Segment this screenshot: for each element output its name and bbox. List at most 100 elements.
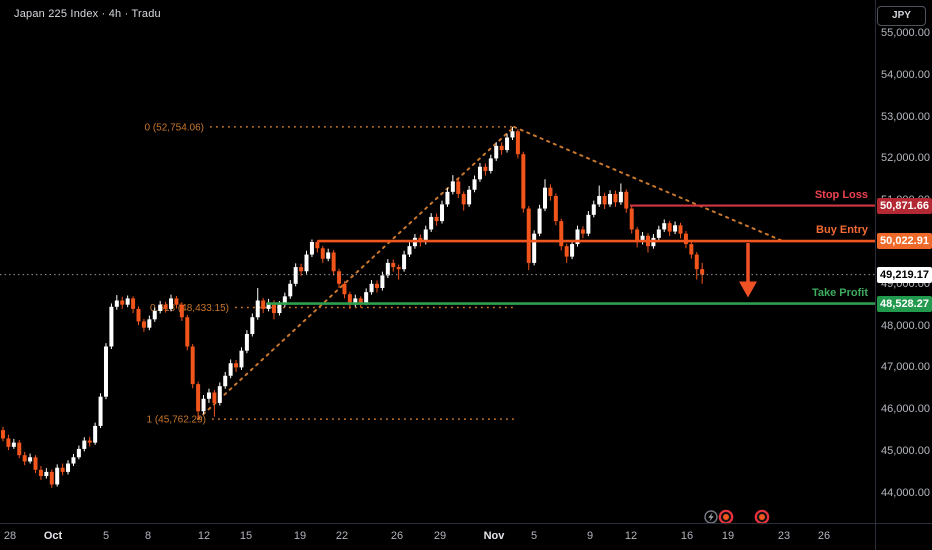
candle xyxy=(580,229,585,234)
candle xyxy=(456,181,461,194)
candle xyxy=(196,384,201,412)
candle xyxy=(163,304,168,309)
buy-entry-label: Buy Entry xyxy=(816,224,868,237)
candle xyxy=(282,296,287,305)
candle xyxy=(169,298,174,309)
candle xyxy=(548,187,553,197)
candle xyxy=(60,467,65,472)
candle xyxy=(315,242,320,249)
candle xyxy=(510,131,515,138)
time-tick: 5 xyxy=(102,530,110,542)
candle xyxy=(293,267,298,284)
candle xyxy=(505,137,510,151)
time-tick: 19 xyxy=(721,530,735,542)
candle xyxy=(374,283,379,288)
candle xyxy=(266,302,271,309)
candle xyxy=(570,244,575,257)
candle xyxy=(44,471,49,477)
time-tick: 29 xyxy=(433,530,447,542)
candle xyxy=(586,214,591,234)
candle xyxy=(201,398,206,412)
candle xyxy=(385,262,390,276)
candle xyxy=(564,246,569,257)
price-tick: 55,000.00 xyxy=(881,27,930,39)
candle xyxy=(136,308,141,322)
candle xyxy=(543,187,547,209)
time-tick: 8 xyxy=(144,530,152,542)
candle xyxy=(445,191,450,205)
price-tick: 52,000.00 xyxy=(881,152,930,165)
candle xyxy=(223,375,228,387)
candle xyxy=(147,319,152,328)
candle xyxy=(304,254,309,272)
candle xyxy=(1,430,5,439)
price-tick: 53,000.00 xyxy=(881,110,930,123)
price-axis-border xyxy=(875,0,876,550)
price-tick: 45,000.00 xyxy=(881,445,930,457)
time-tick: 15 xyxy=(239,530,253,542)
time-tick: 12 xyxy=(624,530,638,542)
candle xyxy=(673,225,678,232)
take-profit-label: Take Profit xyxy=(811,286,868,299)
candle xyxy=(450,181,455,192)
time-tick: Oct xyxy=(43,530,63,542)
stop-loss-label: Stop Loss xyxy=(814,188,868,201)
time-tick: 26 xyxy=(817,530,831,542)
candle xyxy=(667,223,672,232)
candle xyxy=(472,179,477,190)
candle xyxy=(76,448,81,458)
candle xyxy=(228,363,233,376)
candle xyxy=(423,229,428,242)
candle xyxy=(347,294,352,305)
candle xyxy=(71,457,76,464)
candle xyxy=(613,193,618,203)
candle xyxy=(299,267,304,272)
candle xyxy=(158,304,163,311)
chart-title: Japan 225 Index · 4h · Tradu xyxy=(14,8,161,20)
price-tick: 54,000.00 xyxy=(881,68,930,81)
candle xyxy=(635,229,640,242)
candle xyxy=(353,298,358,305)
time-tick: 9 xyxy=(586,530,594,542)
candle xyxy=(537,208,542,234)
candle xyxy=(694,254,699,270)
candle xyxy=(206,392,211,399)
time-tick: Nov xyxy=(483,530,505,542)
candle xyxy=(320,248,325,259)
current-price-tag: 49,219.17 xyxy=(877,266,932,283)
candle xyxy=(38,469,43,477)
time-tick: 23 xyxy=(777,530,791,542)
candle xyxy=(125,298,130,305)
candle xyxy=(190,346,195,385)
candle xyxy=(678,225,683,234)
candle xyxy=(429,216,434,230)
candle xyxy=(602,196,607,205)
candle xyxy=(689,244,694,255)
candle xyxy=(120,300,125,305)
candle xyxy=(402,254,407,270)
candle xyxy=(559,221,564,247)
currency-button[interactable]: JPY xyxy=(877,6,926,26)
candle xyxy=(591,204,596,215)
candle xyxy=(239,350,244,368)
candle xyxy=(597,196,602,205)
price-tick: 47,000.00 xyxy=(881,361,930,374)
candle xyxy=(82,440,87,449)
candle xyxy=(575,229,580,245)
take-profit-price-tag: 48,528.27 xyxy=(877,295,932,312)
fib-level-label: 0 (52,754.06) xyxy=(145,122,205,133)
candle xyxy=(179,304,184,318)
candle xyxy=(244,333,249,351)
candle xyxy=(331,252,336,272)
candle xyxy=(103,346,108,397)
candle xyxy=(55,467,60,485)
candle xyxy=(326,252,331,259)
fib-level-label: 1 (45,762.29) xyxy=(147,415,207,426)
candle xyxy=(141,321,146,328)
candle xyxy=(272,302,276,314)
candle xyxy=(217,386,222,403)
candle xyxy=(461,193,466,205)
candle xyxy=(440,204,445,222)
